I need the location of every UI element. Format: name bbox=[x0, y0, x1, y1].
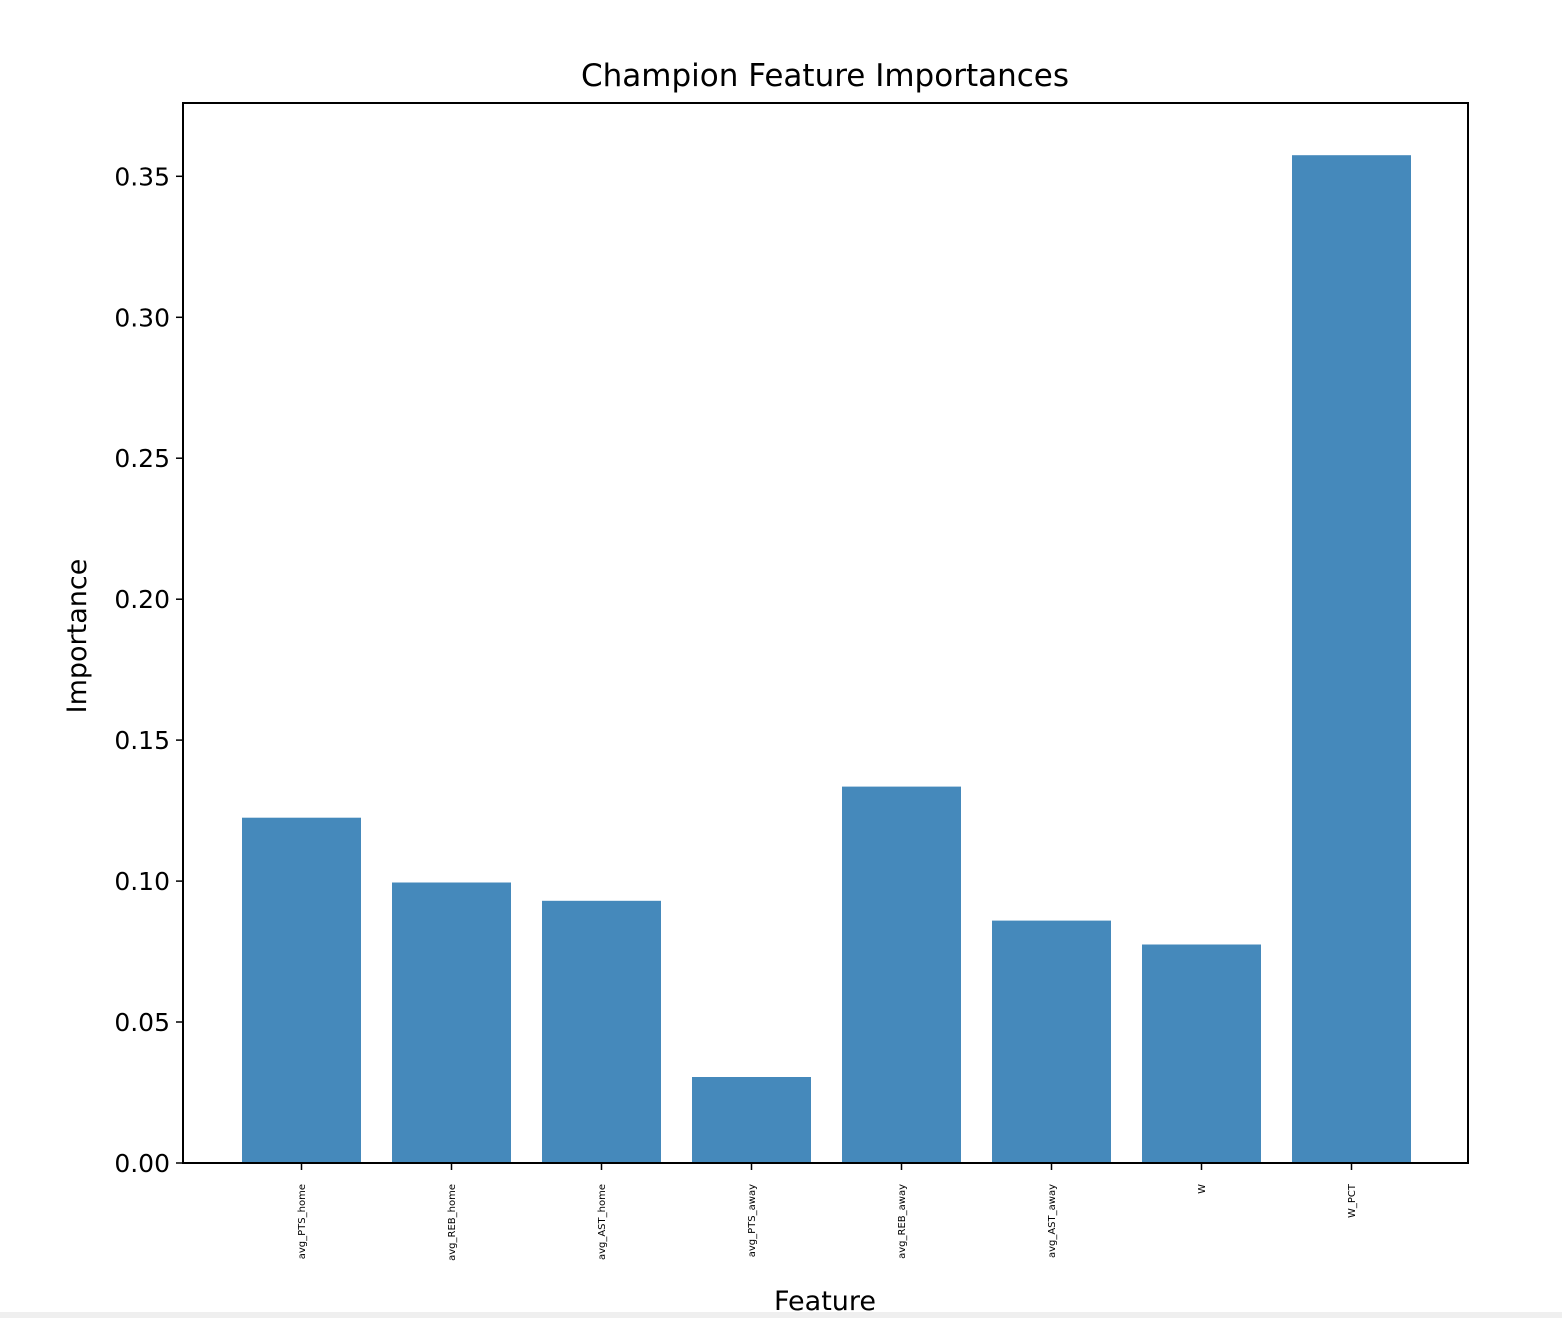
y-tick-label: 0.25 bbox=[114, 444, 170, 473]
x-axis-label: Feature bbox=[774, 1286, 876, 1317]
x-tick-label: W bbox=[1197, 1184, 1208, 1194]
plot-frame bbox=[182, 102, 1469, 1164]
bar-w-pct bbox=[1292, 155, 1411, 1163]
y-axis-label: Importance bbox=[62, 559, 93, 714]
x-tick-label: avg_PTS_away bbox=[747, 1184, 758, 1257]
bottom-strip bbox=[0, 1312, 1562, 1318]
bar-avg-pts-home bbox=[242, 817, 361, 1163]
chart-title: Champion Feature Importances bbox=[581, 58, 1069, 94]
y-axis-ticks: 0.00 0.05 0.10 0.15 0.20 0.25 0.30 0.35 bbox=[114, 162, 183, 1178]
x-axis-ticks: avg_PTS_home avg_REB_home avg_AST_home avg_… bbox=[297, 1163, 1358, 1261]
y-tick-label: 0.20 bbox=[114, 585, 170, 614]
x-tick-label: W_PCT bbox=[1347, 1183, 1358, 1218]
y-tick-label: 0.10 bbox=[114, 867, 170, 896]
bar-avg-reb-home bbox=[392, 882, 511, 1163]
x-tick-label: avg_PTS_home bbox=[297, 1184, 308, 1259]
y-tick-label: 0.00 bbox=[114, 1149, 170, 1178]
bar-avg-ast-home bbox=[542, 900, 661, 1163]
x-tick-label: avg_REB_home bbox=[447, 1184, 458, 1261]
bar-w bbox=[1142, 944, 1261, 1163]
x-tick-label: avg_REB_away bbox=[897, 1184, 908, 1259]
y-tick-label: 0.30 bbox=[114, 303, 170, 332]
x-tick-label: avg_AST_away bbox=[1047, 1184, 1058, 1258]
y-tick-label: 0.15 bbox=[114, 726, 170, 755]
y-tick-label: 0.35 bbox=[114, 162, 170, 191]
bar-avg-ast-away bbox=[992, 920, 1111, 1163]
y-tick-label: 0.05 bbox=[114, 1008, 170, 1037]
bars-group bbox=[242, 155, 1411, 1163]
bar-avg-reb-away bbox=[842, 786, 961, 1163]
bar-avg-pts-away bbox=[692, 1077, 811, 1163]
x-tick-label: avg_AST_home bbox=[597, 1184, 608, 1260]
